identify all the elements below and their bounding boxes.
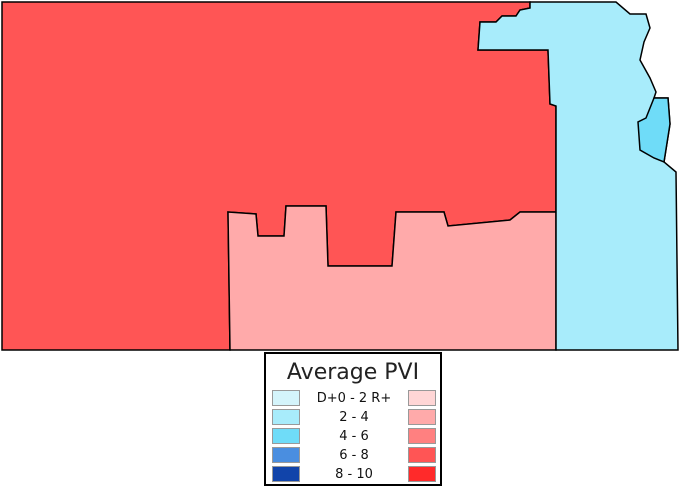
legend-swatch-rep — [408, 447, 436, 463]
legend-swatch-dem — [272, 466, 300, 482]
legend-label: 4 - 6 — [339, 429, 369, 444]
district-east[interactable] — [477, 1, 679, 351]
legend-title: Average PVI — [286, 360, 420, 385]
legend-swatch-dem — [272, 409, 300, 425]
legend: Average PVI D+0 - 2 R+ 2 - 4 4 - 6 6 - 8 8 -… — [264, 352, 442, 486]
legend-swatch-dem — [272, 447, 300, 463]
legend-swatch-dem — [272, 390, 300, 406]
legend-label: 8 - 10 — [335, 467, 373, 482]
district-map — [1, 1, 679, 351]
legend-label: D+0 - 2 R+ — [316, 391, 392, 406]
legend-label: 6 - 8 — [339, 448, 369, 463]
legend-swatch-dem — [272, 428, 300, 444]
legend-swatch-rep — [408, 409, 436, 425]
legend-swatch-rep — [408, 466, 436, 482]
district-metro[interactable] — [637, 97, 671, 164]
legend-label: 2 - 4 — [339, 410, 369, 425]
legend-swatch-rep — [408, 428, 436, 444]
legend-swatch-rep — [408, 390, 436, 406]
